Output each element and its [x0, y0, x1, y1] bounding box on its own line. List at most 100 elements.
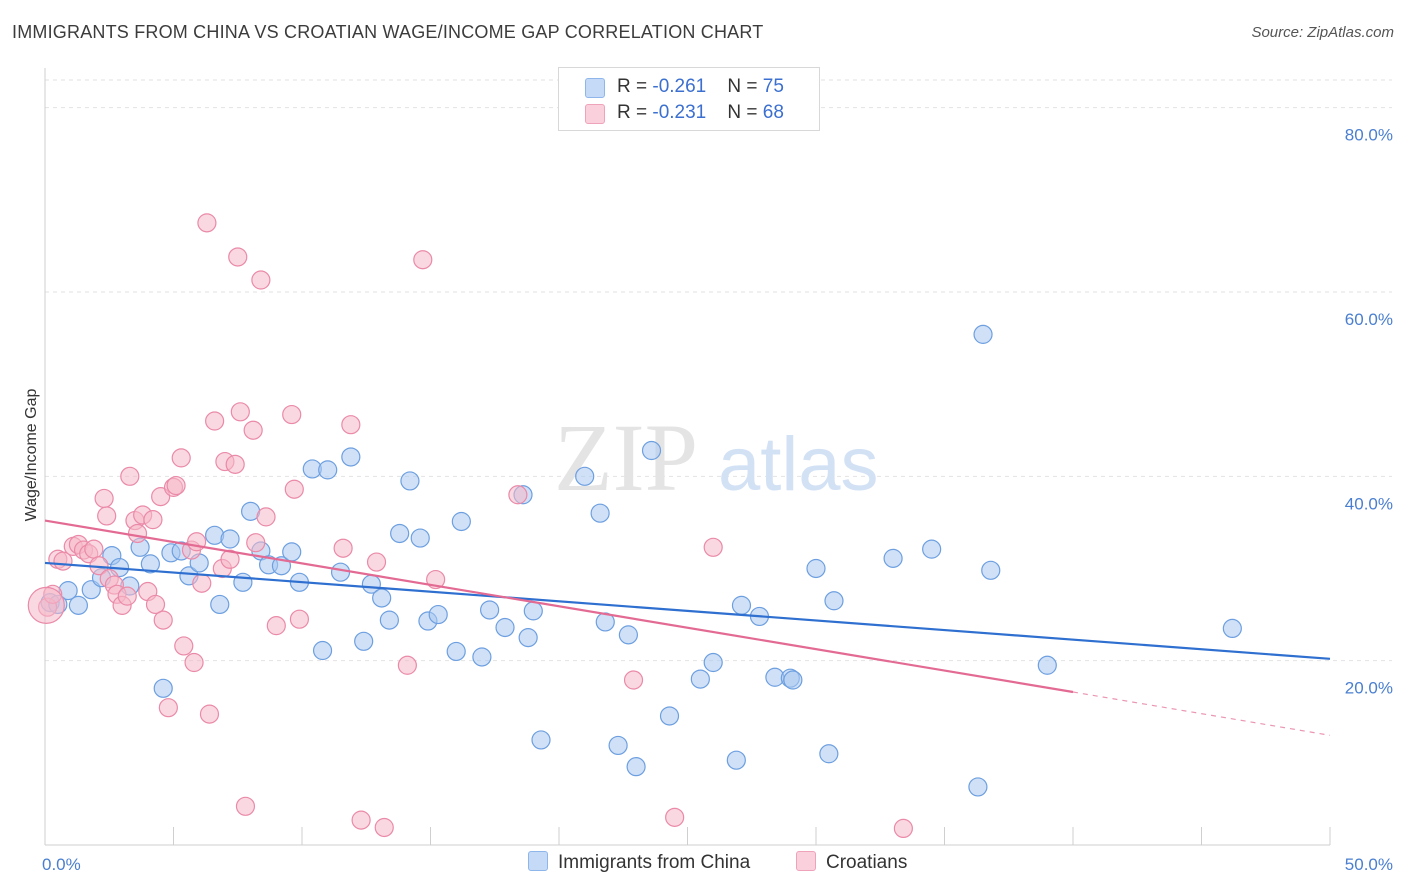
point — [523, 601, 543, 621]
point — [413, 250, 433, 270]
trend-lines — [44, 519, 1331, 736]
point — [731, 595, 752, 615]
point — [220, 549, 240, 569]
point — [480, 600, 500, 620]
point — [806, 558, 826, 579]
point — [94, 488, 114, 509]
point — [225, 454, 245, 474]
point — [390, 523, 410, 544]
point — [127, 523, 148, 544]
bottom-legend-swatch-croatians — [796, 851, 816, 871]
trend-line-extension-1 — [1072, 691, 1331, 736]
point — [140, 554, 160, 574]
legend-swatch-china — [585, 78, 605, 98]
point — [400, 471, 420, 491]
point — [531, 730, 551, 750]
point — [174, 636, 194, 656]
data-points — [27, 213, 1242, 839]
point — [623, 670, 644, 690]
point — [199, 704, 220, 724]
point — [143, 510, 163, 530]
point — [187, 532, 207, 552]
point — [379, 610, 399, 630]
y-tick-label-3: 80.0% — [1345, 126, 1393, 145]
legend-swatch-croatians — [585, 104, 605, 124]
point — [184, 652, 204, 673]
point — [641, 440, 662, 461]
point — [819, 744, 839, 764]
x-tick-label-0: 0.0% — [42, 855, 81, 874]
point — [968, 777, 988, 797]
point — [341, 447, 361, 467]
trend-line-0 — [44, 561, 1331, 660]
point — [366, 552, 387, 572]
point — [783, 670, 803, 690]
trend-line-1 — [44, 519, 1074, 694]
point — [153, 678, 173, 698]
point — [922, 539, 942, 559]
point — [341, 415, 361, 435]
point — [171, 448, 191, 468]
point — [659, 706, 680, 726]
point — [618, 625, 638, 645]
stats-legend: R = -0.261 N = 75 R = -0.231 N = 68 — [558, 67, 820, 131]
y-tick-label-0: 20.0% — [1345, 679, 1393, 698]
point — [824, 591, 844, 611]
legend-r-value-croatians: -0.231 — [652, 102, 707, 123]
point — [284, 479, 304, 499]
point — [256, 507, 276, 527]
point — [120, 466, 140, 486]
point — [158, 698, 178, 718]
point — [166, 475, 186, 496]
point — [690, 669, 710, 689]
axes — [44, 68, 1331, 846]
legend-n-value-croatians: 68 — [762, 102, 784, 123]
point — [883, 548, 903, 568]
point — [97, 506, 117, 526]
point — [210, 594, 230, 615]
point — [472, 647, 492, 667]
point — [608, 735, 628, 756]
point — [1037, 655, 1057, 675]
point — [192, 573, 212, 593]
point — [246, 533, 266, 553]
point — [68, 595, 89, 615]
point — [233, 572, 253, 592]
point — [153, 610, 173, 630]
point — [333, 538, 353, 558]
point — [354, 631, 374, 651]
point — [84, 539, 104, 559]
point — [397, 655, 417, 675]
point — [235, 796, 256, 816]
watermark-atlas: atlas — [718, 422, 879, 507]
chart-title: IMMIGRANTS FROM CHINA VS CROATIAN WAGE/I… — [12, 22, 764, 42]
point — [282, 404, 302, 425]
point — [1222, 618, 1242, 639]
point — [228, 247, 248, 267]
point — [330, 562, 351, 582]
point — [205, 411, 225, 431]
point — [289, 609, 310, 629]
point — [117, 586, 137, 606]
point — [145, 594, 166, 615]
point — [351, 810, 371, 830]
legend-n-value-china: 75 — [762, 76, 784, 97]
point — [590, 503, 610, 523]
point — [266, 616, 286, 636]
point — [893, 818, 913, 839]
point — [973, 324, 993, 344]
y-tick-label-2: 60.0% — [1345, 310, 1393, 329]
point — [446, 641, 466, 662]
point — [703, 537, 723, 557]
source-credit: Source: ZipAtlas.com — [1251, 24, 1394, 41]
point — [27, 586, 65, 624]
point — [508, 485, 528, 505]
bottom-legend-china: Immigrants from China — [528, 851, 750, 874]
tick-labels: 20.0% 40.0% 60.0% 80.0% 0.0% 50.0% — [42, 126, 1393, 874]
point — [243, 420, 263, 440]
x-tick-label-1: 50.0% — [1345, 855, 1393, 874]
point — [197, 213, 217, 233]
y-axis-title: Wage/Income Gap — [23, 389, 40, 522]
point — [220, 529, 240, 549]
